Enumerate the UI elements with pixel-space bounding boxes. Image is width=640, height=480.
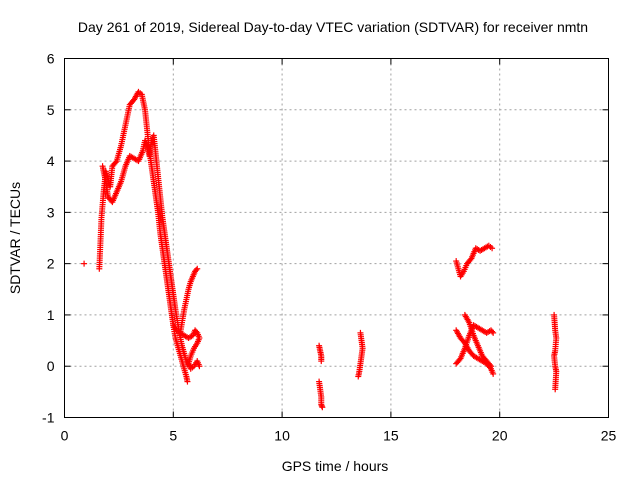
y-tick-label: 6 [47,51,55,67]
data-point [486,361,493,368]
data-point [193,267,200,274]
x-tick-label: 25 [601,428,617,444]
data-point [81,260,88,267]
y-tick-label: 1 [47,307,55,323]
data-point [552,386,559,393]
x-tick-label: 20 [492,428,508,444]
data-point [355,373,362,380]
x-axis-ticks: 0 5 10 15 20 25 [61,58,617,444]
data-point [490,329,497,336]
y-tick-label: -1 [42,410,55,426]
x-axis-label: GPS time / hours [282,458,389,474]
chart-title: Day 261 of 2019, Sidereal Day-to-day VTE… [78,19,588,35]
data-point [194,265,201,272]
plot-frame [64,58,609,418]
data-point [112,159,119,166]
x-tick-label: 10 [274,428,290,444]
data-point [318,358,325,365]
y-tick-label: 0 [47,358,55,374]
y-axis-ticks: -1 0 1 2 3 4 5 6 [42,51,609,426]
data-point [489,328,496,335]
y-tick-label: 5 [47,102,55,118]
y-axis-label: SDTVAR / TECUs [7,182,23,294]
y-tick-label: 3 [47,204,55,220]
data-point [487,363,494,370]
data-point [490,370,497,377]
data-point [489,245,496,252]
y-tick-label: 2 [47,256,55,272]
data-point [184,378,191,385]
y-tick-label: 4 [47,153,55,169]
data-points [81,88,560,411]
data-point [319,404,326,411]
x-tick-label: 15 [383,428,399,444]
x-tick-label: 5 [169,428,177,444]
x-tick-label: 0 [61,428,69,444]
data-point [196,363,203,370]
